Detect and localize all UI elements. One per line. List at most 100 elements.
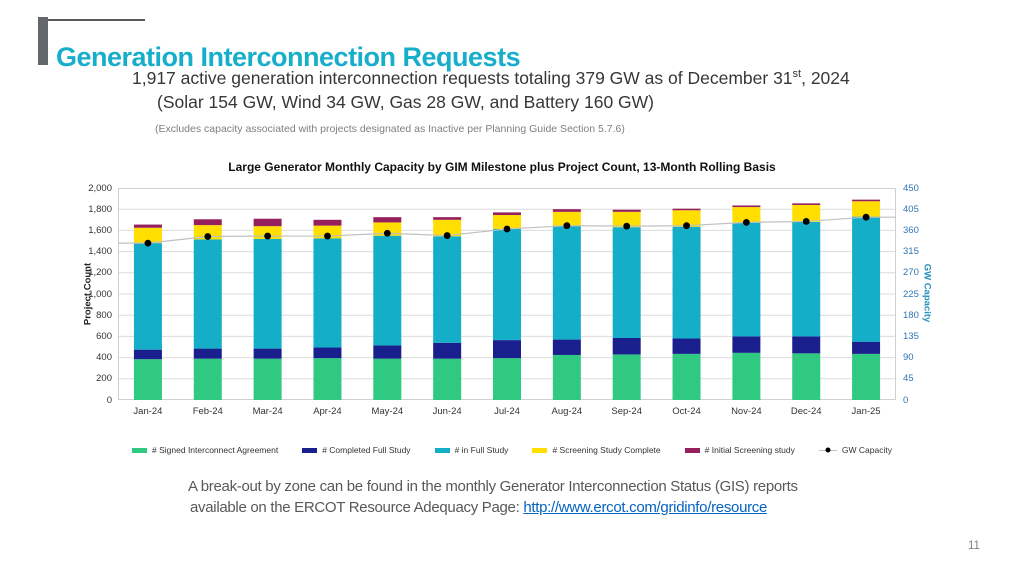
gw-capacity-marker [264,232,272,240]
bar-segment [852,353,881,400]
gw-capacity-marker [683,222,690,230]
x-tick-label: Oct-24 [672,406,701,417]
bar-segment [552,225,581,340]
legend-label: GW Capacity [841,445,892,455]
legend-swatch [434,447,450,453]
bar-segment [313,347,342,359]
bar-segment [133,243,162,350]
bar-segment [792,203,821,205]
bar-segment [732,352,761,400]
gw-capacity-marker [324,232,331,240]
x-tick-label: Dec-24 [790,406,822,417]
bar-segment [493,215,521,229]
x-tick-label: Apr-24 [313,406,342,417]
x-tick-label: Jun-24 [432,406,462,417]
y-tick-right: 90 [903,352,914,364]
bar-segment [373,235,402,346]
gw-capacity-marker [862,213,870,221]
chart-legend: # Signed Interconnect Agreement # Complet… [0,444,1024,456]
gw-capacity-marker [204,233,212,240]
page-title: Generation Interconnection Requests [56,42,521,73]
bar-segment [493,228,521,341]
bar-segment [193,225,222,240]
disclaimer-note: (Excludes capacity associated with proje… [155,123,625,135]
bar-segment [433,217,462,220]
bar-segment [732,336,761,353]
accent-top-line [48,19,145,21]
y-tick-left: 1,800 [88,203,112,215]
y-tick-left: 200 [96,373,112,385]
gw-capacity-marker [503,225,511,233]
gw-capacity-marker [144,239,152,247]
bar-segment [253,348,282,359]
bar-segment [253,238,282,349]
legend-label: # Completed Full Study [322,445,411,455]
subtitle-line1: 1,917 active generation interconnection … [132,68,850,89]
bar-segment [672,208,701,211]
chart-title: Large Generator Monthly Capacity by GIM … [228,160,776,174]
legend-item: # Initial Screening study [684,445,795,455]
resource-adequacy-link[interactable]: http://www.ercot.com/gridinfo/resource [523,499,768,516]
bar-segment [193,358,222,400]
bar-segment [253,218,282,227]
x-tick-label: Jan-24 [133,406,163,417]
y-tick-left: 1,000 [88,288,112,300]
bar-segment [433,219,462,237]
y-tick-right: 0 [903,394,909,406]
legend-item: # in Full Study [434,445,509,455]
bar-segment [612,209,641,212]
gw-capacity-marker [563,222,571,230]
bar-segment [193,219,222,226]
page-number: 11 [968,540,980,552]
bar-segment [493,212,521,216]
bar-segment [852,201,881,217]
y-tick-left: 1,200 [88,267,112,279]
right-axis-ticks: 0 45 90 135 180 225 270 315 360 405 450 [903,183,933,406]
x-axis-labels: Jan-24 Feb-24 Mar-24 Apr-24 May-24 Jun-24 Jul-… [118,406,896,420]
x-tick-label: Mar-24 [252,406,283,417]
subtitle-superscript: st [792,68,802,81]
x-tick-label: Feb-24 [192,406,223,417]
y-tick-left: 600 [96,330,112,342]
bar-segment [373,217,402,223]
y-tick-right: 135 [903,330,919,342]
legend-swatch [532,447,548,453]
plot-area [118,187,896,401]
legend-label: # in Full Study [454,445,509,455]
bar-segment [552,211,581,226]
y-tick-left: 0 [106,394,112,406]
y-tick-right: 180 [903,309,919,321]
footer-line2-text: available on the ERCOT Resource Adequacy… [190,499,524,516]
legend-dot-icon [825,447,831,453]
y-tick-right: 45 [903,373,914,385]
bar-segment [552,209,581,212]
gw-capacity-marker [443,232,451,239]
bar-segment [552,339,581,355]
subtitle-text: 1,917 active generation interconnection … [132,68,793,88]
y-tick-right: 405 [903,203,919,215]
y-tick-left: 1,600 [88,224,112,236]
bar-segment [373,345,402,359]
legend-item: # Screening Study Complete [532,445,661,455]
bar-segment [672,210,701,227]
bar-segment [672,338,701,354]
bar-segment [672,226,701,339]
bar-segment [792,353,821,400]
left-axis-ticks: 0 200 400 600 800 1,000 1,200 1,400 1,600 1,800 2,… [60,183,112,406]
bar-segment [493,358,521,400]
legend-item: # Signed Interconnect Agreement [132,445,278,455]
legend-label: # Screening Study Complete [552,445,661,455]
bar-segment [672,353,701,400]
bar-segment [373,222,402,236]
bar-segment [433,236,462,343]
bar-segment [612,211,641,228]
bar-segment [852,199,881,202]
bar-segment [133,224,162,228]
bar-segment [133,227,162,244]
bar-segment [433,358,462,400]
x-tick-label: Jul-24 [494,406,520,417]
legend-swatch [132,447,148,453]
y-tick-left: 800 [96,309,112,321]
subtitle-text-tail: , 2024 [801,68,850,88]
